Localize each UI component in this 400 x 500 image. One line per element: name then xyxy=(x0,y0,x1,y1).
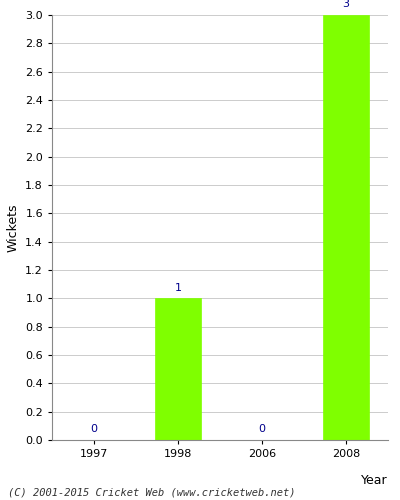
Y-axis label: Wickets: Wickets xyxy=(6,203,20,252)
Text: 1: 1 xyxy=(174,282,182,292)
Bar xyxy=(323,15,369,440)
Text: 0: 0 xyxy=(90,424,98,434)
Text: Year: Year xyxy=(361,474,388,487)
Text: 3: 3 xyxy=(342,0,350,10)
Bar xyxy=(155,298,201,440)
Text: (C) 2001-2015 Cricket Web (www.cricketweb.net): (C) 2001-2015 Cricket Web (www.cricketwe… xyxy=(8,488,296,498)
Text: 0: 0 xyxy=(258,424,266,434)
